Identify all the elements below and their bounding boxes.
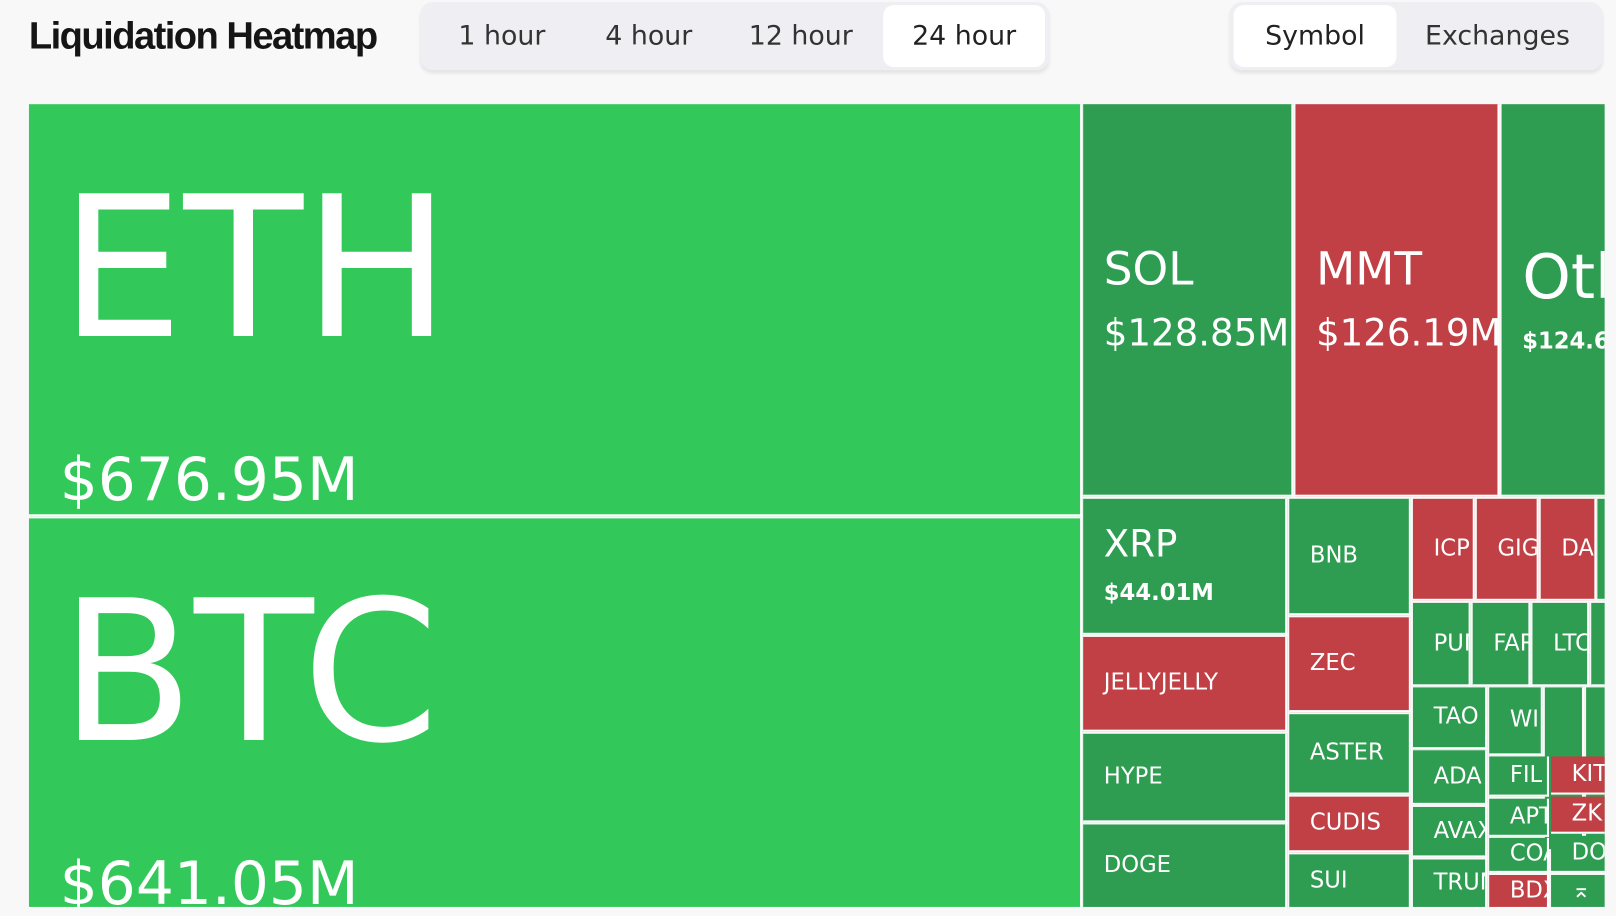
cell-symbol: ⌅ xyxy=(1571,877,1591,904)
cell-symbol: FAR xyxy=(1493,630,1528,656)
treemap-cell-cudis[interactable]: CUDIS xyxy=(1289,796,1411,853)
treemap-cell-far[interactable]: FAR xyxy=(1472,602,1531,687)
treemap-cell-bdx[interactable]: BDX xyxy=(1489,874,1549,909)
cell-value: $44.01M xyxy=(1103,580,1214,606)
treemap-cell-unlabeled[interactable] xyxy=(1597,498,1605,601)
treemap-cell-sol[interactable]: SOL $128.85M xyxy=(1083,104,1294,497)
treemap-cell-trun[interactable]: TRUN xyxy=(1412,859,1488,909)
tab-exchanges[interactable]: Exchanges xyxy=(1425,20,1570,52)
cell-symbol: PUN xyxy=(1433,630,1469,656)
cell-symbol: GIG xyxy=(1497,535,1539,562)
cell-symbol: FIL xyxy=(1509,762,1543,788)
treemap-cell-fil[interactable]: FIL xyxy=(1489,756,1549,797)
treemap-cell-zec[interactable]: ZEC xyxy=(1289,617,1411,713)
cell-symbol: DO xyxy=(1571,839,1605,866)
cell-symbol: ADA xyxy=(1433,763,1482,789)
cell-symbol: CUDIS xyxy=(1309,810,1381,836)
tab-symbol[interactable]: Symbol xyxy=(1233,5,1397,67)
cell-symbol: ICP xyxy=(1433,535,1470,562)
treemap-cell-das[interactable]: DAS xyxy=(1540,498,1597,601)
treemap-cell-coa[interactable]: COA xyxy=(1489,837,1549,873)
cell-symbol: COA xyxy=(1509,840,1547,867)
treemap-cell--[interactable]: ⌅ xyxy=(1551,874,1605,909)
treemap-cell-do[interactable]: DO xyxy=(1551,835,1605,873)
cell-value: $128.85M xyxy=(1103,311,1290,355)
cell-symbol: TAO xyxy=(1433,703,1479,730)
cell-symbol: ZK xyxy=(1571,800,1603,827)
cell-symbol: APT xyxy=(1509,803,1549,830)
cell-value: $124.68 xyxy=(1522,328,1604,355)
treemap-cell-icp[interactable]: ICP xyxy=(1412,498,1475,601)
treemap-cell-xrp[interactable]: XRP $44.01M xyxy=(1083,498,1288,635)
treemap-cell-eth[interactable]: ETH $676.95M xyxy=(28,104,1083,517)
cell-symbol: ETH xyxy=(59,154,451,383)
cell-symbol: SUI xyxy=(1309,867,1348,894)
cell-symbol: LTC xyxy=(1553,630,1590,656)
treemap-cell-apt[interactable]: APT xyxy=(1489,798,1549,837)
cell-symbol: MMT xyxy=(1316,242,1423,296)
cell-value: $676.95M xyxy=(59,444,359,515)
treemap-cell-sui[interactable]: SUI xyxy=(1289,854,1411,909)
cell-symbol: Oth xyxy=(1522,240,1604,313)
treemap-cell-pun[interactable]: PUN xyxy=(1412,602,1471,687)
cell-symbol: BTC xyxy=(59,558,439,786)
cell-value: $126.19M xyxy=(1316,311,1500,355)
tab-12-hour[interactable]: 12 hour xyxy=(748,20,853,52)
tab-4-hour[interactable]: 4 hour xyxy=(605,20,693,52)
treemap-cell-ada[interactable]: ADA xyxy=(1412,750,1488,805)
treemap-cell-hype[interactable]: HYPE xyxy=(1083,733,1288,823)
cell-symbol: BNB xyxy=(1309,542,1358,569)
tab-1-hour[interactable]: 1 hour xyxy=(458,20,546,52)
treemap-cell-aster[interactable]: ASTER xyxy=(1289,714,1411,795)
cell-symbol: AVAX xyxy=(1433,817,1488,844)
cell-symbol: DAS xyxy=(1561,535,1594,562)
grouping-tabs: Symbol Exchanges xyxy=(1229,2,1603,71)
cell-symbol: SOL xyxy=(1103,242,1194,296)
treemap-cell-mmt[interactable]: MMT $126.19M xyxy=(1295,104,1500,497)
cell-symbol: BDX xyxy=(1509,877,1547,904)
treemap-cell-gig[interactable]: GIG xyxy=(1476,498,1539,601)
treemap-cell-bnb[interactable]: BNB xyxy=(1289,498,1411,616)
cell-symbol: TRUN xyxy=(1433,869,1486,896)
treemap-cell-btc[interactable]: BTC $641.05M xyxy=(28,518,1083,909)
treemap-cell-doge[interactable]: DOGE xyxy=(1083,824,1288,909)
cell-symbol: XRP xyxy=(1103,523,1178,566)
cell-value: $641.05M xyxy=(59,847,359,909)
cell-symbol: ZEC xyxy=(1309,650,1356,677)
cell-symbol: HYPE xyxy=(1103,763,1163,790)
cell-symbol: KIT xyxy=(1571,761,1605,787)
treemap-cell-oth[interactable]: Oth $124.68 xyxy=(1501,104,1605,497)
treemap-cell-jellyjelly[interactable]: JELLYJELLY xyxy=(1083,636,1288,732)
cell-symbol: DOGE xyxy=(1103,852,1171,879)
treemap-cell-ltc[interactable]: LTC xyxy=(1532,602,1590,687)
treemap-cell-avax[interactable]: AVAX xyxy=(1412,806,1488,858)
treemap-cell-wi[interactable]: WI xyxy=(1489,687,1543,756)
cell-symbol: WI xyxy=(1509,706,1539,733)
treemap-cell-zk[interactable]: ZK xyxy=(1551,796,1605,834)
cell-symbol: JELLYJELLY xyxy=(1103,669,1219,696)
treemap-cell-tao[interactable]: TAO xyxy=(1412,687,1488,750)
treemap-cell-kit[interactable]: KIT xyxy=(1551,756,1605,795)
liquidation-treemap: ETH $676.95M BTC $641.05M SOL $128.85M MMT $126… xyxy=(28,104,1605,909)
cell-symbol: ASTER xyxy=(1309,739,1384,766)
treemap-cell-unlabeled[interactable] xyxy=(1591,602,1605,687)
time-range-tabs: 1 hour 4 hour 12 hour 24 hour xyxy=(420,2,1050,71)
page-title: Liquidation Heatmap xyxy=(28,14,378,57)
tab-24-hour[interactable]: 24 hour xyxy=(883,5,1046,67)
